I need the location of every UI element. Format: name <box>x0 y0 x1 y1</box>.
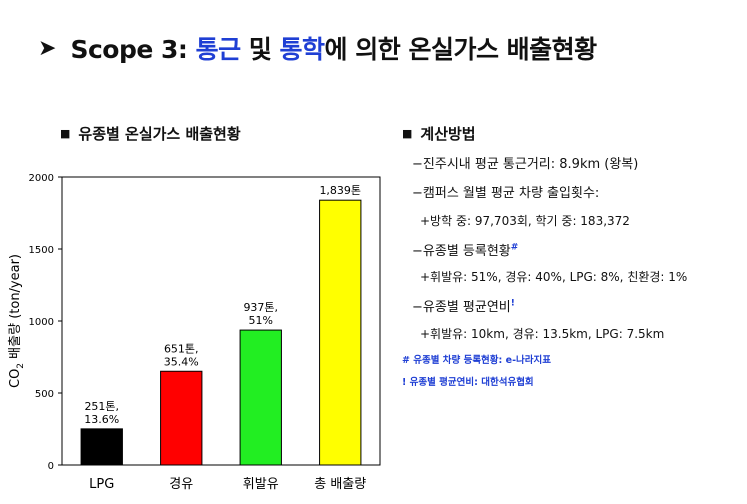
title-prefix: Scope 3: <box>70 35 196 64</box>
calculation-method-panel: ■ 계산방법 −진주시내 평균 통근거리: 8.9km (왕복) −캠퍼스 월별 … <box>402 123 687 341</box>
bar-data-label: 51% <box>249 314 273 327</box>
bar-3 <box>319 199 362 466</box>
method-title-text: 계산방법 <box>420 125 476 143</box>
hash-footnote-mark: # <box>510 242 519 253</box>
y-axis-label-subscript: 2 <box>16 363 26 369</box>
excl-footnote-mark: ! <box>510 298 515 309</box>
method-line-fuel-efficiency-detail: +휘발유: 10km, 경유: 13.5km, LPG: 7.5km <box>420 327 665 341</box>
method-title: ■ 계산방법 <box>402 123 476 144</box>
square-bullet-icon: ■ <box>60 127 71 140</box>
chart-section-heading: ■ 유종별 온실가스 배출현황 <box>60 123 241 144</box>
method-line-fuel-efficiency: −유종별 평균연비! <box>412 296 515 315</box>
method-line-distance: −진주시내 평균 통근거리: 8.9km (왕복) <box>412 157 639 172</box>
footnote-efficiency-source: ! 유종별 평균연비: 대한석유협회 <box>402 377 534 388</box>
x-category-label: 경유 <box>169 477 193 492</box>
method-line-registration-detail: +휘발유: 51%, 경유: 40%, LPG: 8%, 친환경: 1% <box>420 270 688 284</box>
square-bullet-icon: ■ <box>402 127 413 140</box>
bar-data-label: 1,839톤 <box>319 184 361 197</box>
x-category-label: 총 배출량 <box>314 477 366 492</box>
footnote-registration-source: # 유종별 차량 등록현황: e-나라지표 <box>402 355 551 366</box>
x-category-label: LPG <box>89 477 114 492</box>
y-axis-label: CO2 배출량 (ton/year) <box>8 254 26 388</box>
y-tick-label: 1000 <box>29 317 54 328</box>
bar-2 <box>239 329 282 466</box>
y-tick-label: 0 <box>48 461 54 472</box>
y-tick-label: 2000 <box>29 173 54 184</box>
bar-1 <box>160 370 203 466</box>
bar-data-label: 13.6% <box>84 413 119 426</box>
bar-data-label: 251톤, <box>84 400 119 413</box>
bar-0 <box>80 428 123 466</box>
bar-data-label: 35.4% <box>164 355 199 368</box>
method-line-entries: −캠퍼스 월별 평균 차량 출입횟수: <box>412 186 600 201</box>
y-tick-label: 500 <box>35 389 54 400</box>
method-line-fuel-efficiency-text: −유종별 평균연비 <box>412 300 511 315</box>
arrow-bullet-icon: ➤ <box>38 35 57 61</box>
x-category-label: 휘발유 <box>243 477 279 492</box>
y-axis-label-main: CO <box>8 369 23 388</box>
slide-title: Scope 3: 통근 및 통학에 의한 온실가스 배출현황 <box>70 30 598 66</box>
y-tick-label: 1500 <box>29 245 54 256</box>
method-line-registration: −유종별 등록현황# <box>412 240 518 259</box>
title-accent-school: 통학 <box>279 35 326 64</box>
chart-section-heading-text: 유종별 온실가스 배출현황 <box>78 125 241 143</box>
method-line-entries-detail: +방학 중: 97,703회, 학기 중: 183,372 <box>420 214 630 228</box>
bar-data-label: 651톤, <box>164 342 199 355</box>
y-axis-label-rest: 배출량 (ton/year) <box>8 254 23 363</box>
title-accent-commute: 통근 <box>195 35 242 64</box>
title-mid: 및 <box>240 35 280 64</box>
title-suffix: 에 의한 온실가스 배출현황 <box>324 35 598 64</box>
slide-title-row: ➤ Scope 3: 통근 및 통학에 의한 온실가스 배출현황 <box>38 30 597 66</box>
method-line-registration-text: −유종별 등록현황 <box>412 244 511 259</box>
bar-data-label: 937톤, <box>243 301 278 314</box>
